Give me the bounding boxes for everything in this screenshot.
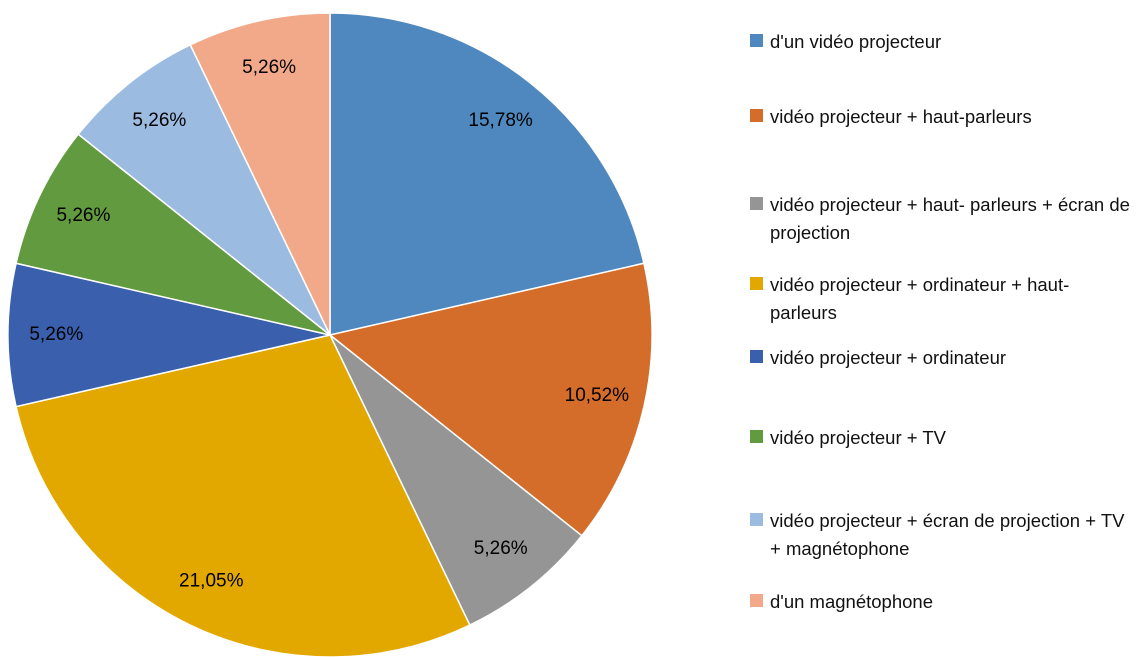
- legend-swatch: [750, 594, 763, 607]
- pie: 15,78% 10,52% 5,26% 21,05% 5,26% 5,26% 5,26% 5,…: [7, 12, 653, 657]
- legend-swatch: [750, 277, 763, 290]
- data-label: 15,78%: [468, 110, 533, 131]
- legend-item: d'un vidéo projecteur: [750, 28, 1135, 56]
- pie-slice: [7, 262, 331, 408]
- legend-label: vidéo projecteur + écran de projection +…: [770, 510, 1125, 559]
- data-label: 10,52%: [565, 385, 630, 406]
- legend-swatch: [750, 109, 763, 122]
- legend-label: vidéo projecteur + haut-parleurs: [770, 106, 1032, 127]
- legend-item: vidéo projecteur + haut-parleurs: [750, 103, 1135, 131]
- legend-label: vidéo projecteur + ordinateur + haut-par…: [770, 274, 1070, 323]
- pie-slice: [329, 334, 583, 627]
- data-label: 5,26%: [132, 110, 186, 131]
- legend-item: vidéo projecteur + haut- parleurs + écra…: [750, 191, 1135, 247]
- data-label: 21,05%: [179, 571, 244, 592]
- legend-item: vidéo projecteur + ordinateur + haut-par…: [750, 271, 1135, 327]
- data-label: 5,26%: [56, 205, 110, 226]
- pie-slice: [189, 12, 331, 336]
- pie-slice: [15, 133, 331, 336]
- legend-label: vidéo projecteur + ordinateur: [770, 347, 1007, 368]
- legend-swatch: [750, 34, 763, 47]
- legend-label: d'un vidéo projecteur: [770, 31, 942, 52]
- legend-swatch: [750, 513, 763, 526]
- legend-label: vidéo projecteur + TV: [770, 427, 947, 448]
- pie-slice: [328, 262, 653, 537]
- data-label: 5,26%: [29, 324, 83, 345]
- legend-item: vidéo projecteur + écran de projection +…: [750, 507, 1135, 563]
- legend-item: d'un magnétophone: [750, 588, 1135, 616]
- data-label: 5,26%: [474, 538, 528, 559]
- legend-swatch: [750, 430, 763, 443]
- legend-swatch: [750, 350, 763, 363]
- data-label: 5,26%: [242, 57, 296, 78]
- legend-swatch: [750, 197, 763, 210]
- pie-slice: [329, 12, 645, 336]
- legend-item: vidéo projecteur + ordinateur: [750, 344, 1135, 372]
- pie-slice: [77, 43, 331, 336]
- pie-slice: [15, 334, 471, 657]
- legend-label: d'un magnétophone: [770, 591, 933, 612]
- legend-label: vidéo projecteur + haut- parleurs + écra…: [770, 194, 1130, 243]
- legend-item: vidéo projecteur + TV: [750, 424, 1135, 452]
